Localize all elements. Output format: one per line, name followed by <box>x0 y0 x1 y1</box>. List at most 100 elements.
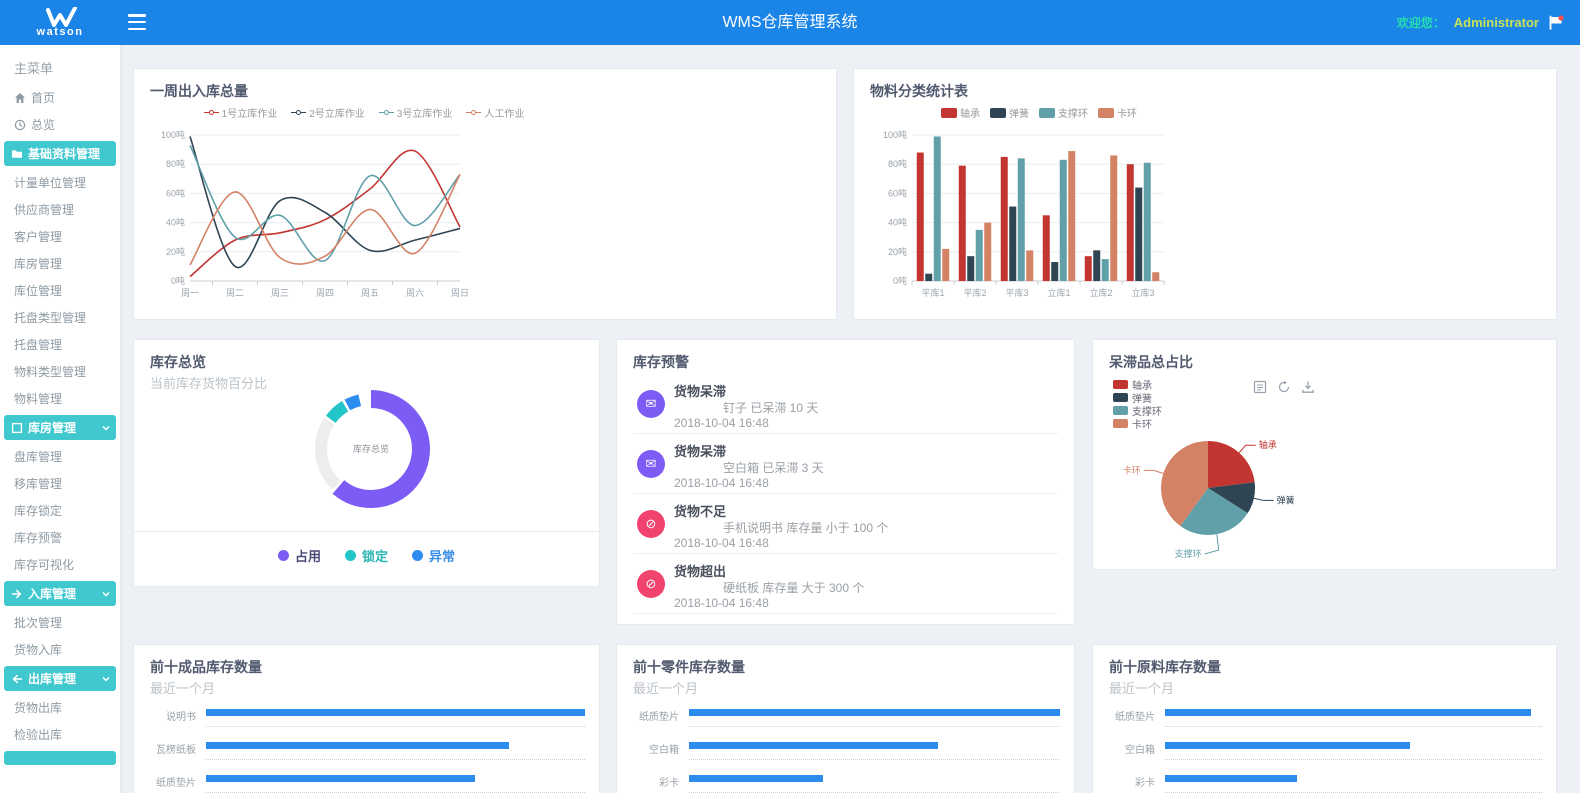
restore-icon[interactable] <box>1277 380 1291 394</box>
svg-text:80吨: 80吨 <box>888 158 907 169</box>
hbar-row: 纸质垫片 <box>633 705 1060 738</box>
hbar-value <box>689 742 938 749</box>
legend-item[interactable]: 轴承 <box>941 105 980 120</box>
hbar-track <box>689 705 1060 738</box>
sidebar-item-18[interactable]: 入库管理 <box>4 581 116 606</box>
sidebar-item-15[interactable]: 库存锁定 <box>0 497 120 524</box>
sidebar-item-14[interactable]: 移库管理 <box>0 470 120 497</box>
legend-item[interactable]: 异常 <box>412 546 455 565</box>
legend-item[interactable]: 占用 <box>277 546 321 565</box>
svg-text:0吨: 0吨 <box>893 275 907 286</box>
svg-text:立库2: 立库2 <box>1089 287 1112 298</box>
legend-item[interactable]: 2号立库作业 <box>291 105 365 120</box>
sidebar-item-label: 出库管理 <box>28 672 77 686</box>
sidebar-item-0[interactable]: 首页 <box>0 84 120 111</box>
alert-item[interactable]: ⊘ 货物超出 硬纸板 库存量 大于 300 个 2018-10-04 16:48 <box>633 554 1058 614</box>
sidebar-item-19[interactable]: 批次管理 <box>0 609 120 636</box>
data-view-icon[interactable] <box>1253 380 1267 394</box>
svg-text:轴承: 轴承 <box>1259 439 1277 450</box>
svg-text:40吨: 40吨 <box>888 217 907 228</box>
sidebar-item-label: 库存可视化 <box>14 558 75 572</box>
legend-item[interactable]: 卡环 <box>1113 417 1162 431</box>
sidebar-item-label: 入库管理 <box>28 587 77 601</box>
legend-item[interactable]: 1号立库作业 <box>203 105 277 120</box>
sidebar-item-8[interactable]: 托盘类型管理 <box>0 304 120 331</box>
svg-text:60吨: 60吨 <box>166 187 185 198</box>
card-title: 库存总览 <box>150 354 206 370</box>
hbar-track <box>206 738 585 771</box>
hbar-rows: 说明书瓦楞纸板纸质垫片空白箱 <box>150 705 585 793</box>
sidebar-item-label: 货物入库 <box>14 643 63 657</box>
alert-item[interactable]: ✉ 货物呆滞 钉子 已呆滞 10 天 2018-10-04 16:48 <box>633 374 1058 434</box>
hbar-track <box>206 705 585 738</box>
legend-item[interactable]: 3号立库作业 <box>378 105 452 120</box>
svg-text:平库3: 平库3 <box>1005 287 1028 298</box>
alert-item[interactable]: ✉ 货物呆滞 空白箱 已呆滞 3 天 2018-10-04 16:48 <box>633 434 1058 494</box>
legend-item[interactable]: 弹簧 <box>1113 391 1162 405</box>
hbar-value <box>1165 742 1411 749</box>
legend-item[interactable]: 轴承 <box>1113 378 1162 392</box>
sidebar-item-label: 货物出库 <box>14 701 63 715</box>
chart-legend: 1号立库作业 2号立库作业 3号立库作业 人工作业 <box>154 105 574 120</box>
card-weekly-io: 一周出入库总量 1号立库作业 2号立库作业 3号立库作业 人工作业 0吨 20吨 40吨 6… <box>133 68 837 320</box>
svg-text:周三: 周三 <box>271 288 289 298</box>
sidebar-section-label: 主菜单 <box>14 61 54 76</box>
sidebar-item-9[interactable]: 托盘管理 <box>0 331 120 358</box>
alert-title: 货物呆滞 <box>674 384 727 399</box>
sidebar-item-10[interactable]: 物料类型管理 <box>0 358 120 385</box>
card-subtitle: 最近一个月 <box>1109 681 1175 696</box>
alert-time: 2018-10-04 16:48 <box>674 416 769 430</box>
hbar-track <box>206 771 585 793</box>
menu-toggle-icon[interactable] <box>128 14 146 30</box>
legend-item[interactable]: 弹簧 <box>990 105 1029 120</box>
sidebar-item-20[interactable]: 货物入库 <box>0 636 120 663</box>
legend-item[interactable]: 支撑环 <box>1039 105 1088 120</box>
hbar-label: 彩卡 <box>659 778 679 789</box>
card-subtitle: 当前库存货物百分比 <box>150 376 268 391</box>
hbar-value <box>206 775 476 782</box>
alert-item[interactable]: ⊘ 货物不足 手机说明书 库存量 小于 100 个 2018-10-04 16:48 <box>633 494 1058 554</box>
alert-time: 2018-10-04 16:48 <box>674 536 769 550</box>
sidebar-item-11[interactable]: 物料管理 <box>0 385 120 412</box>
sidebar-item-21[interactable]: 出库管理 <box>4 666 116 691</box>
sidebar-item-2[interactable]: 基础资料管理 <box>4 141 116 166</box>
svg-text:20吨: 20吨 <box>888 246 907 257</box>
sidebar-item-12[interactable]: 库房管理 <box>4 415 116 440</box>
sidebar-item-label: 客户管理 <box>14 230 63 244</box>
username[interactable]: Administrator <box>1453 15 1539 30</box>
sidebar-item-4[interactable]: 供应商管理 <box>0 196 120 223</box>
card-title: 呆滞品总占比 <box>1109 354 1193 370</box>
hbar-row: 纸质垫片 <box>1109 705 1542 738</box>
sidebar-item-label: 托盘管理 <box>14 338 63 352</box>
card-top-raw: 前十原料库存数量 最近一个月 纸质垫片空白箱彩卡说明书 <box>1092 644 1557 793</box>
svg-text:平库1: 平库1 <box>921 287 944 298</box>
hbar-label: 纸质垫片 <box>639 712 679 723</box>
hbar-label: 空白箱 <box>649 745 679 756</box>
legend-item[interactable]: 锁定 <box>344 546 388 565</box>
arrow-right-icon <box>11 588 23 600</box>
sidebar-item-6[interactable]: 库房管理 <box>0 250 120 277</box>
box-icon <box>11 422 23 434</box>
mail-icon: ✉ <box>637 390 665 418</box>
sidebar-item-17[interactable]: 库存可视化 <box>0 551 120 578</box>
alert-time: 2018-10-04 16:48 <box>674 596 769 610</box>
alert-desc: 硬纸板 库存量 大于 300 个 <box>723 581 865 595</box>
sidebar-item-23[interactable]: 检验出库 <box>0 721 120 748</box>
sidebar-item-22[interactable]: 货物出库 <box>0 694 120 721</box>
sidebar-item-13[interactable]: 盘库管理 <box>0 443 120 470</box>
divider <box>134 531 599 532</box>
sidebar-item-5[interactable]: 客户管理 <box>0 223 120 250</box>
alert-desc: 手机说明书 库存量 小于 100 个 <box>723 521 889 535</box>
sidebar-item-1[interactable]: 总览 <box>0 111 120 138</box>
sidebar-item-3[interactable]: 计量单位管理 <box>0 169 120 196</box>
logo[interactable]: watson <box>0 0 120 45</box>
sidebar-item-16[interactable]: 库存预警 <box>0 524 120 551</box>
sidebar-item-clipped[interactable] <box>4 751 116 765</box>
legend-item[interactable]: 支撑环 <box>1113 404 1162 418</box>
legend-item[interactable]: 人工作业 <box>466 105 524 120</box>
flag-icon[interactable] <box>1548 15 1564 30</box>
sidebar-item-7[interactable]: 库位管理 <box>0 277 120 304</box>
legend-item[interactable]: 卡环 <box>1098 105 1137 120</box>
download-icon[interactable] <box>1301 380 1315 394</box>
